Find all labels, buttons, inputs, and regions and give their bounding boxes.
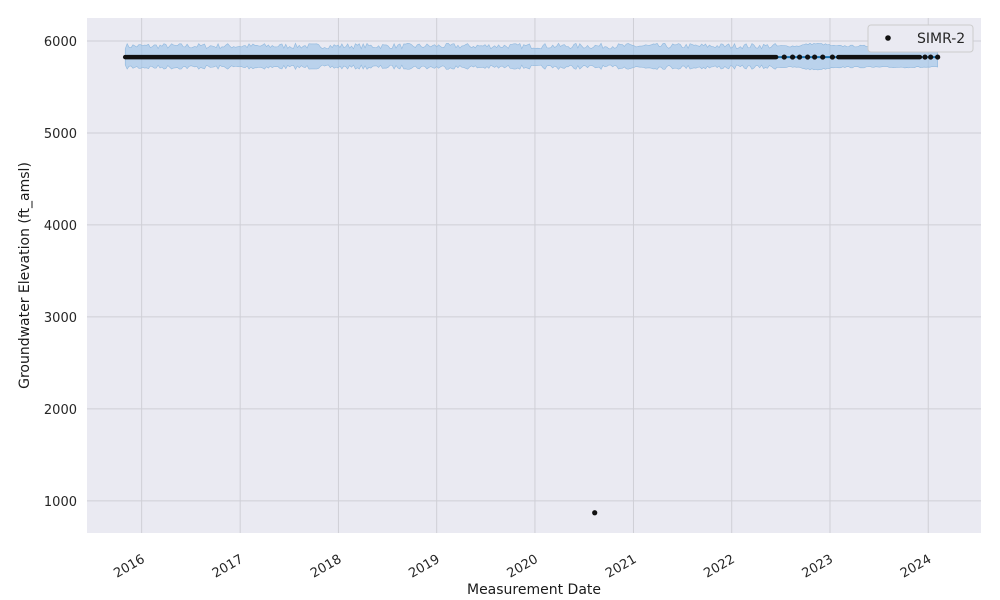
data-point [781, 54, 787, 60]
x-tick-label-2020: 2020 [505, 552, 541, 582]
x-tick-label-2021: 2021 [603, 552, 639, 582]
x-tick-label-2019: 2019 [406, 552, 442, 582]
y-tick-label-4000: 4000 [44, 219, 77, 234]
legend-marker-simr-2 [885, 35, 891, 41]
x-tick-label-2024: 2024 [898, 552, 934, 582]
legend: SIMR-2 [867, 24, 974, 53]
plot-background [87, 18, 981, 533]
x-tick-label-2017: 2017 [210, 552, 246, 582]
y-tick-label-5000: 5000 [44, 127, 77, 142]
data-points [122, 54, 941, 516]
x-axis-ticks: 2016 2017 2018 2019 2020 2021 2022 2023 2024 [111, 552, 934, 582]
data-point [829, 54, 836, 60]
data-point [812, 54, 818, 60]
y-axis-label: Groundwater Elevation (ft_amsl) [17, 162, 33, 389]
data-point [935, 54, 941, 60]
x-tick-label-2022: 2022 [701, 552, 737, 582]
y-tick-label-1000: 1000 [44, 495, 77, 510]
x-axis-label: Measurement Date [467, 582, 601, 598]
x-tick-label-2016: 2016 [111, 552, 147, 582]
y-axis-ticks: 1000 2000 3000 4000 5000 6000 [44, 35, 77, 510]
data-point-outlier [592, 510, 598, 516]
y-tick-label-3000: 3000 [44, 311, 77, 326]
data-point [789, 54, 796, 60]
y-tick-label-6000: 6000 [44, 35, 77, 50]
data-point [796, 54, 803, 60]
gridlines [87, 18, 981, 533]
y-tick-label-2000: 2000 [44, 403, 77, 418]
legend-label-simr-2: SIMR-2 [917, 31, 965, 47]
data-point [928, 54, 934, 60]
x-tick-label-2023: 2023 [800, 552, 836, 582]
data-point [922, 54, 928, 60]
legend-box [867, 24, 974, 53]
x-tick-label-2018: 2018 [308, 552, 344, 582]
data-point [820, 54, 826, 60]
data-point [805, 54, 811, 60]
